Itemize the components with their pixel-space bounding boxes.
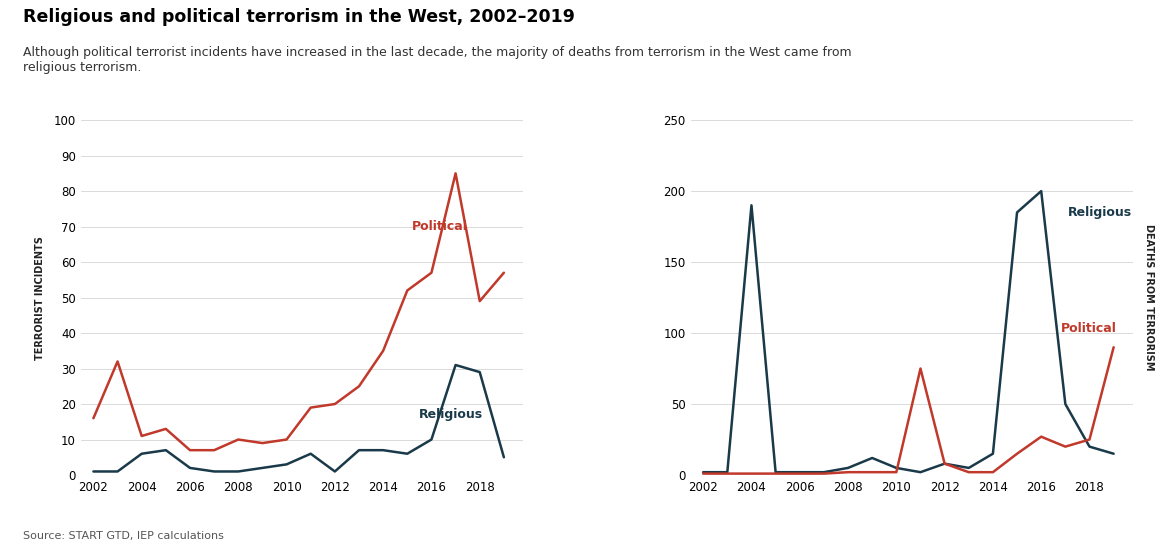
Text: Source: START GTD, IEP calculations: Source: START GTD, IEP calculations <box>23 531 224 541</box>
Text: Religious: Religious <box>1068 206 1132 219</box>
Y-axis label: DEATHS FROM TERRORISM: DEATHS FROM TERRORISM <box>1145 224 1154 371</box>
Text: Although political terrorist incidents have increased in the last decade, the ma: Although political terrorist incidents h… <box>23 46 852 74</box>
Text: Political: Political <box>1061 322 1117 335</box>
Y-axis label: TERRORIST INCIDENTS: TERRORIST INCIDENTS <box>35 236 45 359</box>
Text: Political: Political <box>413 220 468 233</box>
Text: Religious and political terrorism in the West, 2002–2019: Religious and political terrorism in the… <box>23 8 575 26</box>
Text: Religious: Religious <box>419 408 483 421</box>
